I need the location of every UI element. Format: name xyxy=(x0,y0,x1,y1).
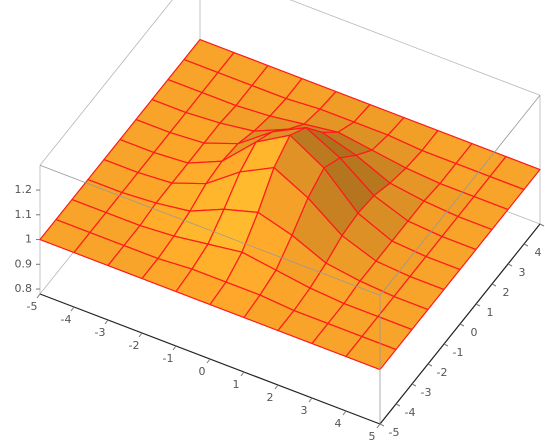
z-tick-label: 1 xyxy=(25,233,32,246)
y-tick xyxy=(427,363,433,367)
y-tick xyxy=(491,283,497,287)
x-tick-label: 2 xyxy=(267,391,274,404)
x-tick xyxy=(206,358,211,364)
z-tick-label: 0.9 xyxy=(15,257,33,270)
y-tick-label: -2 xyxy=(437,366,448,379)
x-tick-label: -2 xyxy=(129,339,140,352)
x-tick xyxy=(104,319,109,325)
x-tick xyxy=(70,306,75,312)
y-tick-label: 2 xyxy=(503,286,510,299)
x-tick xyxy=(274,384,279,390)
y-tick xyxy=(459,323,465,327)
x-tick xyxy=(138,332,143,338)
box-edge xyxy=(379,95,541,296)
y-tick-label: -1 xyxy=(453,346,464,359)
x-tick xyxy=(342,410,347,416)
x-tick xyxy=(240,371,245,377)
x-tick-label: -4 xyxy=(61,313,72,326)
z-tick-label: 0.8 xyxy=(15,282,33,295)
y-tick-label: 0 xyxy=(471,326,478,339)
x-tick-label: 3 xyxy=(301,404,308,417)
y-tick-label: -4 xyxy=(405,406,416,419)
x-tick xyxy=(172,345,177,351)
y-tick-label: 4 xyxy=(535,246,542,259)
x-tick xyxy=(308,397,313,403)
box-edge xyxy=(39,0,173,166)
y-tick xyxy=(523,243,529,247)
x-tick-label: -1 xyxy=(163,352,174,365)
y-tick xyxy=(379,423,385,427)
y-tick xyxy=(395,403,401,407)
x-tick xyxy=(376,423,381,429)
surface-patch xyxy=(345,335,397,371)
x-tick-label: 4 xyxy=(335,417,342,430)
x-tick-label: 1 xyxy=(233,378,240,391)
x-tick-label: 0 xyxy=(199,365,206,378)
y-tick xyxy=(507,263,513,267)
y-tick-label: 1 xyxy=(487,306,494,319)
box-edge xyxy=(39,164,381,296)
x-tick xyxy=(36,293,41,299)
x-tick-label: -3 xyxy=(95,326,106,339)
x-tick-label: 5 xyxy=(369,430,376,443)
y-tick-label: -5 xyxy=(389,426,400,439)
z-tick-label: 1.1 xyxy=(15,208,33,221)
y-tick xyxy=(443,343,449,347)
x-tick-label: -5 xyxy=(27,300,38,313)
y-tick-label: -3 xyxy=(421,386,432,399)
y-tick xyxy=(475,303,481,307)
y-tick-label: 3 xyxy=(519,266,526,279)
y-tick xyxy=(539,223,545,227)
z-tick-label: 1.2 xyxy=(15,183,33,196)
y-tick xyxy=(411,383,417,387)
box-edge xyxy=(289,0,541,96)
